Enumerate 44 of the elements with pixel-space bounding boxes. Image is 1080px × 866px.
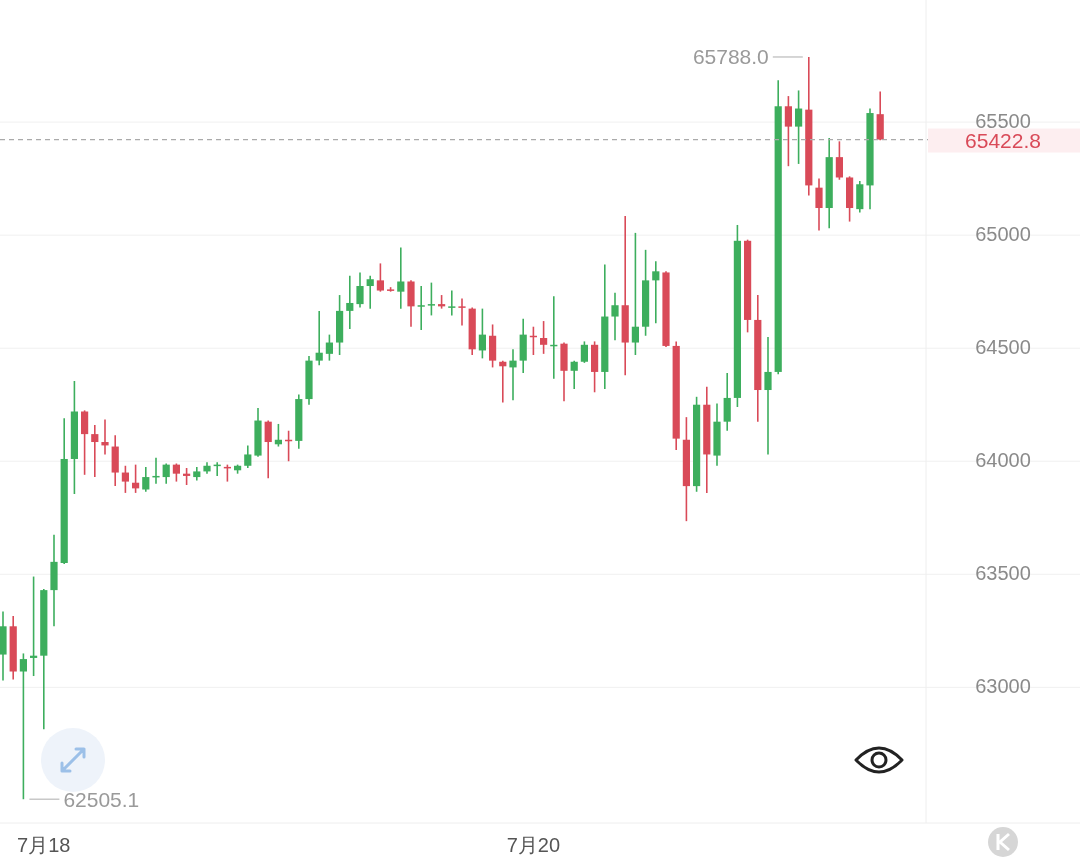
candlestick [325,333,333,362]
annotation: 62505.1 [63,787,140,811]
y-tick-label: 65000 [975,223,1031,246]
candlestick [19,652,27,801]
candlestick [611,292,619,342]
candlestick [795,89,803,165]
candlestick [723,372,731,432]
candlestick [101,418,109,456]
candlestick [376,262,384,293]
candlestick [631,232,639,356]
candlestick [142,466,150,493]
y-tick-label: 64500 [975,336,1031,359]
candlestick [764,336,772,456]
candlestick [448,289,456,317]
candlestick [172,462,180,483]
x-tick-label: 7月18 [17,834,71,856]
candlestick [580,340,588,364]
candlestick [417,285,425,331]
candlestick [652,260,660,325]
y-tick-label: 63500 [975,562,1031,585]
candlestick [815,177,823,232]
candlestick [81,409,89,476]
candlestick [264,419,272,479]
y-tick-label: 64000 [975,449,1031,472]
candlestick [570,359,578,390]
candlestick [244,444,252,469]
candlestick [162,462,170,485]
annotation: 65788.0 [692,45,769,69]
candlestick [91,424,99,478]
candlestick [366,275,374,310]
candlestick [509,348,517,401]
candlestick [784,95,792,167]
candlestick [478,307,486,360]
y-tick-label: 63000 [975,675,1031,698]
candlestick [397,246,405,310]
candlestick [121,464,129,494]
candlestick [427,281,435,317]
candlestick [315,310,323,366]
candlestick [458,297,466,327]
candlestick [835,140,843,181]
candlestick [356,271,364,309]
x-tick-label: 7月20 [506,834,561,856]
candlestick [540,320,548,355]
candlestick [346,275,354,330]
